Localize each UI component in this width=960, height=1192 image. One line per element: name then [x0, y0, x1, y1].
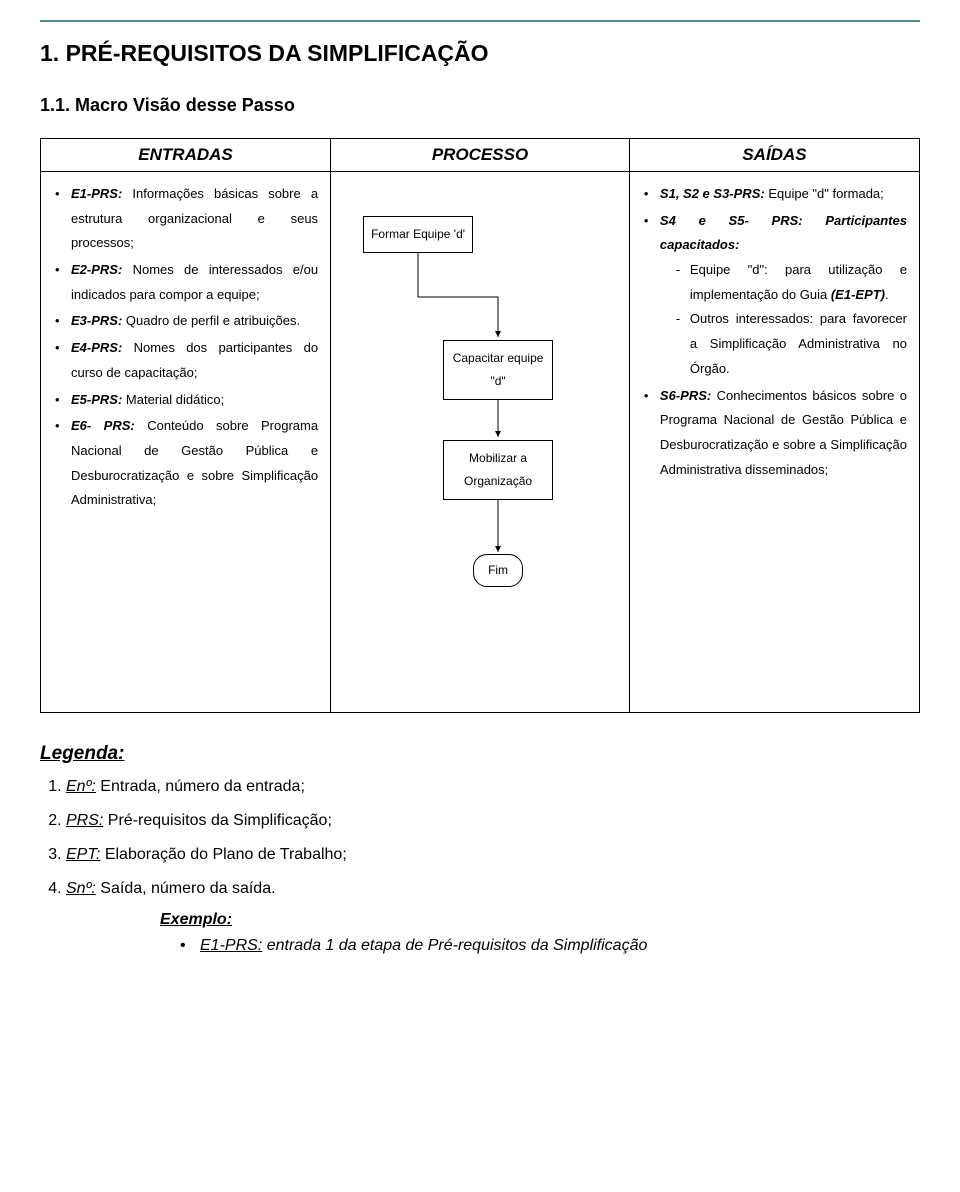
entrada-item: E6- PRS: Conteúdo sobre Programa Naciona…	[53, 414, 318, 513]
example-text: entrada 1 da etapa de Pré-requisitos da …	[262, 937, 647, 954]
legend-item: Enº: Entrada, número da entrada;	[66, 775, 920, 799]
saidas-cell: S1, S2 e S3-PRS: Equipe "d" formada; S4 …	[629, 172, 919, 713]
col-processo: PROCESSO	[331, 139, 630, 172]
entrada-tag: E2-PRS:	[71, 262, 122, 277]
page-title: 1. PRÉ-REQUISITOS DA SIMPLIFICAÇÃO	[40, 40, 920, 67]
legend-desc: Entrada, número da entrada;	[96, 778, 305, 795]
legend-item: EPT: Elaboração do Plano de Trabalho;	[66, 843, 920, 867]
col-entradas: ENTRADAS	[41, 139, 331, 172]
saida-sub-item: Equipe "d": para utilização e implementa…	[676, 258, 907, 307]
example-label: Exemplo:	[160, 911, 920, 929]
saida-ref: (E1-EPT)	[831, 287, 885, 302]
entrada-item: E2-PRS: Nomes de interessados e/ou indic…	[53, 258, 318, 307]
entradas-cell: E1-PRS: Informações básicas sobre a estr…	[41, 172, 331, 713]
saida-tag: S1, S2 e S3-PRS:	[660, 186, 765, 201]
processo-cell: Formar Equipe 'd' Capacitar equipe "d" M…	[331, 172, 630, 713]
example-list: E1-PRS: entrada 1 da etapa de Pré-requis…	[40, 937, 920, 955]
entrada-text: Material didático;	[122, 392, 224, 407]
top-rule	[40, 20, 920, 22]
flow-node-formar: Formar Equipe 'd'	[363, 216, 473, 253]
entrada-item: E3-PRS: Quadro de perfil e atribuições.	[53, 309, 318, 334]
entrada-tag: E6- PRS:	[71, 418, 135, 433]
legend-desc: Saída, número da saída.	[96, 880, 276, 897]
saida-text: Equipe "d" formada;	[765, 186, 884, 201]
legend-abbr: Snº:	[66, 880, 96, 897]
entrada-item: E5-PRS: Material didático;	[53, 388, 318, 413]
saida-item: S6-PRS: Conhecimentos básicos sobre o Pr…	[642, 384, 907, 483]
saida-item: S4 e S5- PRS: Participantes capacitados:…	[642, 209, 907, 382]
eps-table: ENTRADAS PROCESSO SAÍDAS E1-PRS: Informa…	[40, 138, 920, 713]
entrada-tag: E1-PRS:	[71, 186, 122, 201]
flow-node-fim: Fim	[473, 554, 523, 587]
entrada-tag: E3-PRS:	[71, 313, 122, 328]
flow-node-capacitar: Capacitar equipe "d"	[443, 340, 553, 400]
legend-item: PRS: Pré-requisitos da Simplificação;	[66, 809, 920, 833]
legend-item: Snº: Saída, número da saída.	[66, 877, 920, 901]
flow-node-mobilizar: Mobilizar a Organização	[443, 440, 553, 500]
saida-tag: S6-PRS:	[660, 388, 711, 403]
section-title: 1.1. Macro Visão desse Passo	[40, 95, 920, 116]
example-item: E1-PRS: entrada 1 da etapa de Pré-requis…	[180, 937, 920, 955]
legend-desc: Pré-requisitos da Simplificação;	[103, 812, 332, 829]
legend-heading: Legenda:	[40, 743, 920, 765]
col-saidas: SAÍDAS	[629, 139, 919, 172]
saida-item: S1, S2 e S3-PRS: Equipe "d" formada;	[642, 182, 907, 207]
entrada-tag: E4-PRS:	[71, 340, 122, 355]
legend-list: Enº: Entrada, número da entrada; PRS: Pr…	[40, 775, 920, 901]
example-tag: E1-PRS:	[200, 937, 262, 954]
flowchart: Formar Equipe 'd' Capacitar equipe "d" M…	[343, 182, 617, 702]
entrada-text: Quadro de perfil e atribuições.	[122, 313, 300, 328]
legend-abbr: PRS:	[66, 812, 103, 829]
saida-tag: S4 e S5- PRS:	[660, 213, 803, 228]
legend-abbr: EPT:	[66, 846, 100, 863]
entrada-item: E4-PRS: Nomes dos participantes do curso…	[53, 336, 318, 385]
legend-desc: Elaboração do Plano de Trabalho;	[100, 846, 346, 863]
saida-sub-item: Outros interessados: para favorecer a Si…	[676, 307, 907, 381]
entrada-item: E1-PRS: Informações básicas sobre a estr…	[53, 182, 318, 256]
legend-abbr: Enº:	[66, 778, 96, 795]
entrada-tag: E5-PRS:	[71, 392, 122, 407]
